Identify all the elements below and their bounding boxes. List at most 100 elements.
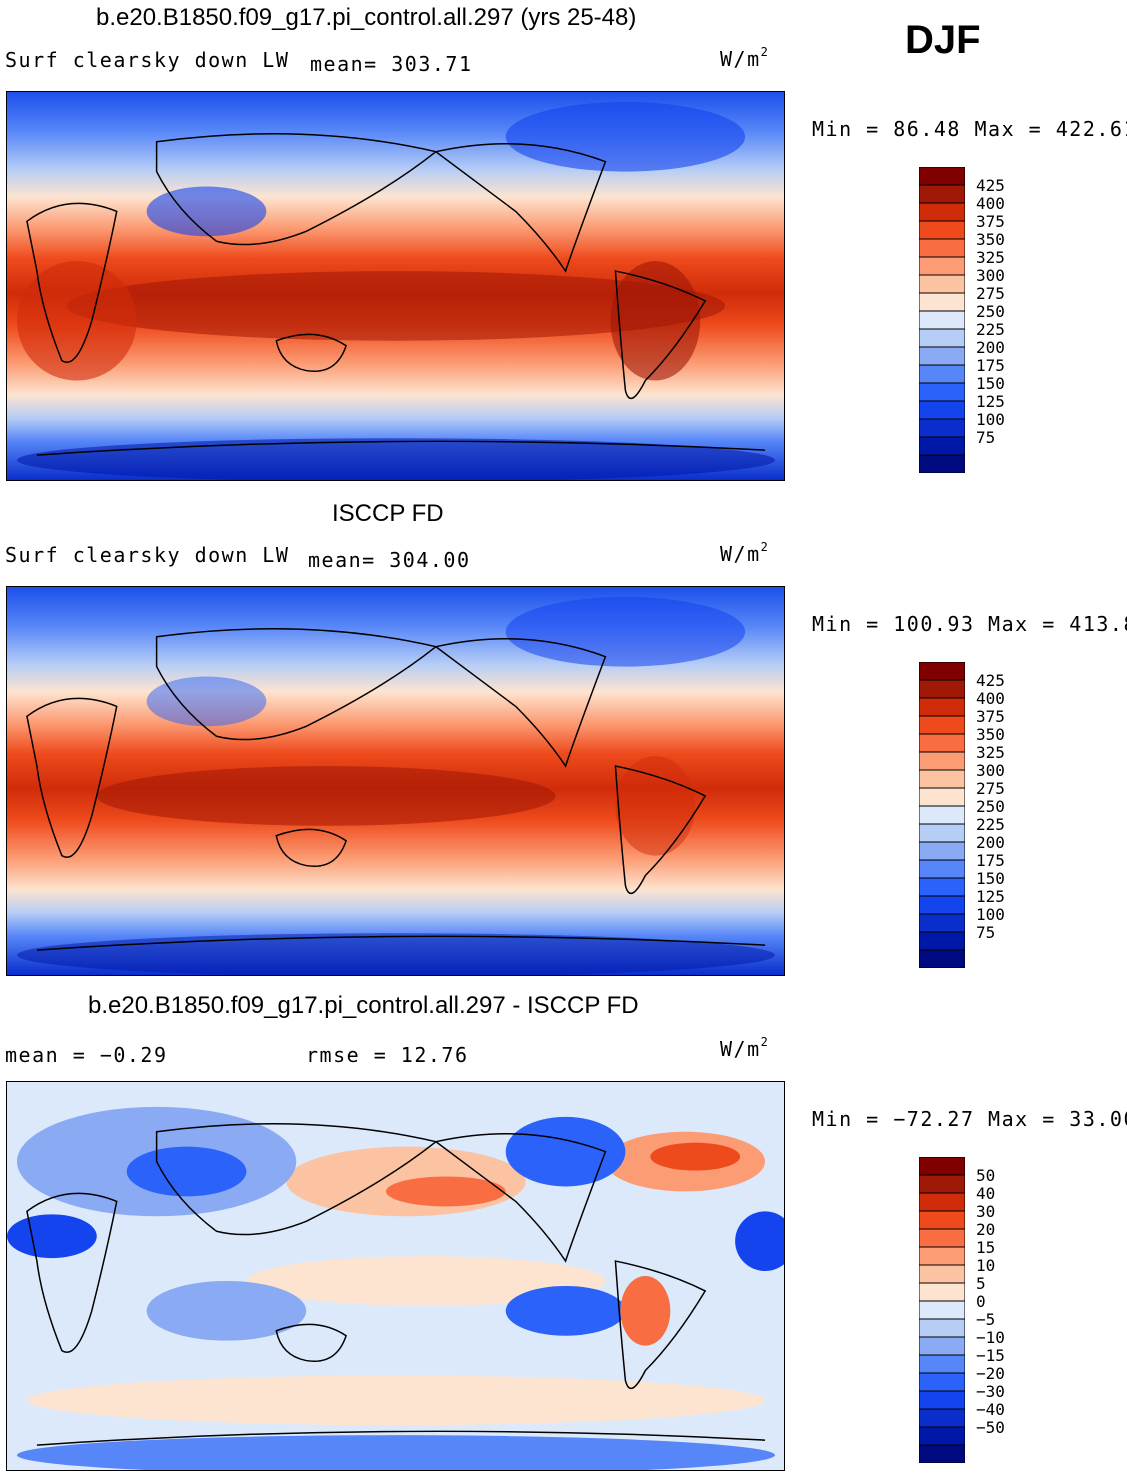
colorbar-tick-label: −20 xyxy=(976,1364,1005,1383)
colorbar-swatch xyxy=(919,1174,965,1194)
colorbar-tick-label: 10 xyxy=(976,1256,996,1275)
colorbar-tick-label: 15 xyxy=(976,1238,996,1257)
rmse-label: rmse = 12.76 xyxy=(306,1043,469,1067)
south-america-warm xyxy=(610,261,701,381)
coastlines xyxy=(26,1123,766,1446)
colorbar-tick-label: 150 xyxy=(976,869,1005,888)
colorbar-tick-label: 75 xyxy=(976,923,996,942)
colorbar-swatch xyxy=(919,1300,965,1320)
colorbar-tick-label: 275 xyxy=(976,284,1005,303)
colorbar-swatch xyxy=(919,184,965,204)
obs-colorbar xyxy=(919,662,965,968)
colorbar-swatches xyxy=(919,662,965,968)
colorbar-tick-label: 225 xyxy=(976,320,1005,339)
colorbar-tick-label: −30 xyxy=(976,1382,1005,1401)
colorbar-swatch xyxy=(919,1426,965,1446)
south-america-warm xyxy=(620,1276,671,1346)
colorbar-swatch xyxy=(919,418,965,438)
diff-colorbar xyxy=(919,1157,965,1463)
colorbar-swatch xyxy=(919,877,965,897)
colorbar-tick-label: 425 xyxy=(976,176,1005,195)
colorbar-swatch xyxy=(919,454,965,473)
variable-label: Surf clearsky down LW xyxy=(5,48,290,72)
panel-title: ISCCP FD xyxy=(332,500,444,527)
colorbar-swatch xyxy=(919,400,965,420)
units-label: W/m2 xyxy=(720,540,768,566)
colorbar-tick-label: 250 xyxy=(976,797,1005,816)
colorbar-swatch xyxy=(919,751,965,771)
colorbar-swatch xyxy=(919,256,965,276)
colorbar-swatch xyxy=(919,895,965,915)
colorbar-swatch xyxy=(919,274,965,294)
diff-map xyxy=(6,1081,785,1471)
colorbar-tick-label: 40 xyxy=(976,1184,996,1203)
colorbar-tick-label: 100 xyxy=(976,905,1005,924)
colorbar-swatch xyxy=(919,238,965,258)
colorbar-tick-label: −50 xyxy=(976,1418,1005,1437)
variable-label: Surf clearsky down LW xyxy=(5,543,290,567)
colorbar-tick-label: 5 xyxy=(976,1274,986,1293)
model-colorbar xyxy=(919,167,965,473)
colorbar-tick-label: 30 xyxy=(976,1202,996,1221)
colorbar-tick-label: −10 xyxy=(976,1328,1005,1347)
tibet-cold xyxy=(146,186,267,237)
units-label: W/m2 xyxy=(720,45,768,71)
mean-label: mean= 304.00 xyxy=(308,548,471,572)
colorbar-swatch xyxy=(919,167,965,186)
colorbar-tick-label: 50 xyxy=(976,1166,996,1185)
colorbar-swatch xyxy=(919,1408,965,1428)
colorbar-tick-label: 275 xyxy=(976,779,1005,798)
southeast-pacific-cold xyxy=(505,1285,626,1336)
antarctic-cold xyxy=(17,438,775,480)
colorbar-swatch xyxy=(919,1246,965,1266)
colorbar-swatch xyxy=(919,1282,965,1302)
colorbar-swatch xyxy=(919,1336,965,1356)
colorbar-swatch xyxy=(919,382,965,402)
colorbar-labels: 425 400 375 350 325 300 275 250 225 200 175 150 125 1… xyxy=(976,167,1036,473)
southern-ocean-warm xyxy=(26,1375,766,1426)
colorbar-tick-label: 400 xyxy=(976,689,1005,708)
colorbar-tick-label: 300 xyxy=(976,761,1005,780)
diff-mean-label: mean = −0.29 xyxy=(5,1043,168,1067)
colorbar-tick-label: 20 xyxy=(976,1220,996,1239)
colorbar-swatch xyxy=(919,715,965,735)
min-max-label: Min = 86.48 Max = 422.61 xyxy=(812,117,1127,141)
colorbar-tick-label: −5 xyxy=(976,1310,996,1329)
colorbar-swatch xyxy=(919,1354,965,1374)
indian-ocean-cold xyxy=(146,1280,307,1341)
colorbar-swatch xyxy=(919,1228,965,1248)
colorbar-tick-label: 425 xyxy=(976,671,1005,690)
colorbar-swatch xyxy=(919,679,965,699)
colorbar-tick-label: 125 xyxy=(976,887,1005,906)
north-pacific-warm-core xyxy=(386,1176,506,1207)
africa-warm xyxy=(16,261,137,381)
colorbar-swatch xyxy=(919,202,965,222)
units-label: W/m2 xyxy=(720,1035,768,1061)
colorbar-tick-label: 0 xyxy=(976,1292,986,1311)
colorbar-swatch xyxy=(919,364,965,384)
colorbar-tick-label: 175 xyxy=(976,851,1005,870)
coastlines xyxy=(26,133,766,456)
colorbar-swatch xyxy=(919,1157,965,1176)
colorbar-swatch xyxy=(919,1210,965,1230)
coastlines xyxy=(26,628,766,951)
colorbar-swatch xyxy=(919,733,965,753)
north-america-cold xyxy=(505,1116,626,1187)
colorbar-tick-label: 400 xyxy=(976,194,1005,213)
colorbar-swatches xyxy=(919,167,965,473)
colorbar-tick-label: 200 xyxy=(976,833,1005,852)
colorbar-swatch xyxy=(919,859,965,879)
model-map xyxy=(6,91,785,481)
arctic-cold xyxy=(505,596,746,667)
tropical-pacific xyxy=(246,1256,606,1306)
colorbar-swatch xyxy=(919,662,965,681)
colorbar-swatch xyxy=(919,949,965,968)
colorbar-swatch xyxy=(919,436,965,456)
colorbar-swatch xyxy=(919,841,965,861)
colorbar-swatch xyxy=(919,1264,965,1284)
colorbar-swatches xyxy=(919,1157,965,1463)
colorbar-tick-label: 200 xyxy=(976,338,1005,357)
tibet-cold xyxy=(146,676,267,727)
south-america-warm xyxy=(615,756,696,856)
min-max-label: Min = 100.93 Max = 413.81 xyxy=(812,612,1127,636)
